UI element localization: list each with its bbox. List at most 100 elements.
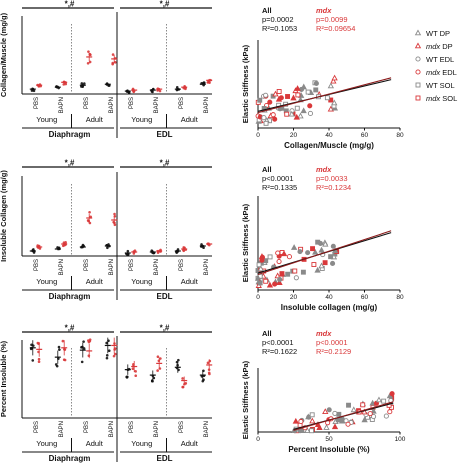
replicate-point — [111, 62, 114, 66]
data-point — [300, 83, 307, 90]
muscle-label-diaphragm: Diaphragm — [49, 454, 91, 463]
data-point — [294, 105, 300, 111]
replicate-point — [86, 61, 90, 65]
data-point — [361, 416, 368, 423]
data-point — [322, 260, 328, 266]
data-point — [259, 254, 266, 260]
stats-mdx-label: mdx — [316, 165, 332, 174]
replicate-point — [131, 367, 135, 371]
x-tick-label: 100 — [395, 436, 406, 443]
data-point — [256, 262, 262, 268]
stats-mdx-p: p<0.0001 — [316, 338, 348, 347]
significance-label: *,# — [160, 159, 170, 168]
x-tick-label: 60 — [361, 132, 369, 139]
stats-all-label: All — [262, 329, 272, 338]
replicate-point — [32, 89, 36, 93]
data-point — [383, 413, 389, 419]
data-point — [285, 271, 291, 277]
replicate-point — [82, 340, 85, 343]
x-tick-label: 80 — [396, 294, 404, 301]
data-point — [263, 278, 269, 284]
stats-all-p: p<0.0001 — [262, 338, 294, 347]
replicate-point — [80, 360, 84, 364]
data-point — [330, 260, 336, 266]
treatment-label: BAPN — [109, 97, 115, 113]
legend-marker-square — [415, 95, 421, 101]
treatment-label: PBS — [129, 259, 135, 271]
replicate-point — [87, 340, 91, 344]
data-point — [290, 244, 298, 250]
y-axis-label: Collagen/Muscle (mg/g) — [0, 12, 8, 97]
data-point — [257, 280, 263, 286]
treatment-label: BAPN — [59, 259, 65, 275]
x-axis-label: Collagen/Muscle (mg/g) — [284, 141, 374, 150]
replicate-point — [113, 61, 117, 64]
data-point — [276, 259, 282, 265]
treatment-label: BAPN — [109, 259, 115, 275]
treatment-label: PBS — [129, 97, 135, 109]
data-point — [300, 269, 306, 275]
data-point — [280, 250, 288, 257]
stats-all-r2: R²=0.1622 — [262, 347, 297, 356]
data-point — [387, 409, 393, 415]
data-point — [369, 399, 376, 406]
treatment-label: PBS — [179, 97, 185, 109]
age-label-young: Young — [131, 439, 152, 448]
replicate-point — [107, 349, 111, 353]
replicate-point — [181, 377, 184, 380]
x-tick-label: 40 — [325, 294, 333, 301]
treatment-label: BAPN — [59, 421, 65, 437]
replicate-point — [58, 348, 61, 351]
data-point — [315, 239, 321, 245]
data-point — [330, 243, 336, 249]
data-point — [267, 254, 273, 260]
data-point — [323, 424, 330, 430]
x-tick-label: 0 — [256, 294, 260, 301]
treatment-label: PBS — [84, 97, 90, 109]
replicate-point — [206, 361, 210, 365]
data-point — [311, 262, 317, 268]
data-point — [294, 85, 301, 91]
data-point — [263, 92, 269, 98]
data-point — [254, 274, 262, 281]
muscle-label-diaphragm: Diaphragm — [49, 292, 91, 301]
treatment-label: PBS — [84, 259, 90, 271]
replicate-point — [200, 243, 203, 246]
data-point — [304, 427, 311, 433]
replicate-point — [158, 89, 162, 93]
significance-label: *,# — [65, 159, 75, 168]
data-point — [292, 417, 299, 424]
y-axis-label: Insoluble Collagen (mg/g) — [0, 170, 8, 262]
stats-mdx-r2: R²=0.09654 — [316, 24, 355, 33]
stats-mdx-label: mdx — [316, 6, 332, 15]
age-label-young: Young — [131, 277, 152, 286]
data-point — [331, 423, 339, 430]
data-point — [261, 115, 267, 121]
data-point — [270, 112, 276, 118]
data-point — [307, 103, 313, 109]
muscle-label-edl: EDL — [157, 130, 173, 139]
replicate-point — [177, 358, 180, 362]
treatment-label: BAPN — [204, 259, 210, 275]
stats-all-p: p=0.0002 — [262, 15, 294, 24]
age-label-young: Young — [36, 439, 57, 448]
data-point — [318, 262, 325, 269]
dot-plot-panel-0: Collagen/Muscle (mg/g) *,# *,# PBS BAPN PBS BA… — [0, 0, 213, 139]
legend-marker-circle — [415, 69, 421, 75]
replicate-point — [181, 385, 184, 389]
replicate-point — [105, 356, 109, 360]
age-label-young: Young — [36, 277, 57, 286]
data-point — [360, 402, 366, 408]
data-point — [293, 275, 299, 281]
stats-all-r2: R²=0.1335 — [262, 183, 297, 192]
age-label-adult: Adult — [181, 439, 199, 448]
data-point — [275, 250, 281, 256]
x-tick-label: 20 — [290, 294, 298, 301]
data-point — [332, 410, 338, 416]
x-tick-label: 40 — [325, 132, 333, 139]
data-point — [297, 249, 303, 255]
age-label-adult: Adult — [86, 439, 104, 448]
data-point — [263, 120, 269, 126]
legend-label: WT EDL — [426, 55, 454, 64]
